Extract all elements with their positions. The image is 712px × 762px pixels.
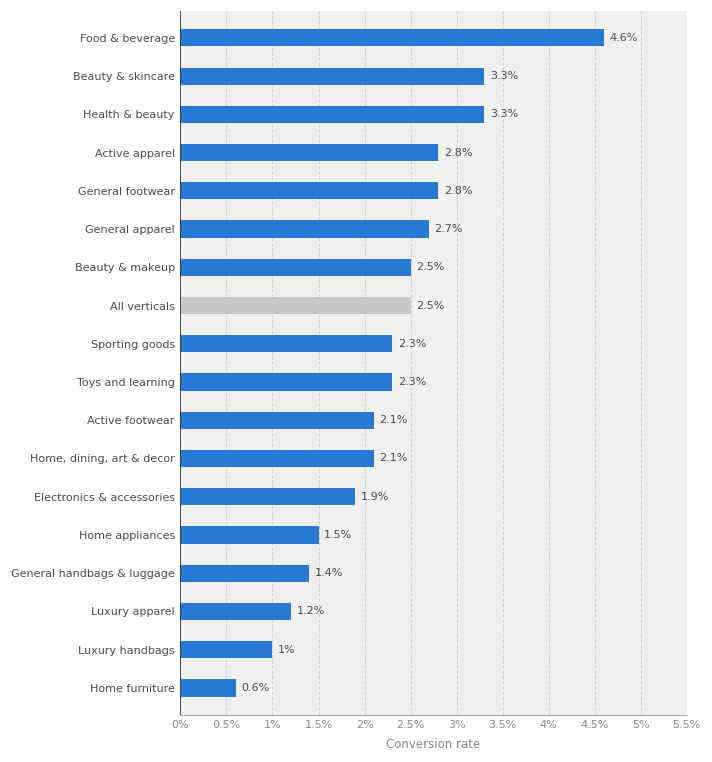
Text: 0.6%: 0.6% [241, 683, 269, 693]
Bar [180, 68, 484, 85]
Bar [180, 527, 318, 543]
Text: 2.3%: 2.3% [398, 339, 426, 349]
Text: 1.2%: 1.2% [296, 607, 325, 616]
Bar [180, 259, 411, 276]
Bar [180, 335, 392, 352]
Bar [180, 29, 604, 46]
Bar [180, 297, 411, 314]
Bar [180, 182, 438, 200]
Text: 1%: 1% [278, 645, 295, 655]
Bar [180, 373, 392, 391]
Bar [180, 565, 309, 582]
Text: 1.4%: 1.4% [315, 568, 343, 578]
Bar [180, 220, 429, 238]
Text: 1.5%: 1.5% [324, 530, 352, 540]
Text: 3.3%: 3.3% [490, 71, 518, 81]
Text: 2.3%: 2.3% [398, 377, 426, 387]
Text: 2.8%: 2.8% [444, 186, 472, 196]
Bar [180, 603, 291, 620]
Bar [180, 450, 374, 467]
Bar [180, 106, 484, 123]
Text: 4.6%: 4.6% [609, 33, 638, 43]
Text: 2.5%: 2.5% [416, 300, 444, 311]
Bar [180, 488, 355, 505]
Text: 2.8%: 2.8% [444, 148, 472, 158]
Text: 2.5%: 2.5% [416, 262, 444, 272]
Bar [180, 144, 438, 162]
Text: 2.1%: 2.1% [379, 415, 408, 425]
Text: 3.3%: 3.3% [490, 110, 518, 120]
X-axis label: Conversion rate: Conversion rate [387, 738, 481, 751]
Text: 2.7%: 2.7% [434, 224, 463, 234]
Text: 2.1%: 2.1% [379, 453, 408, 463]
Bar [180, 680, 236, 696]
Text: 1.9%: 1.9% [361, 491, 389, 501]
Bar [180, 641, 273, 658]
Bar [180, 411, 374, 429]
